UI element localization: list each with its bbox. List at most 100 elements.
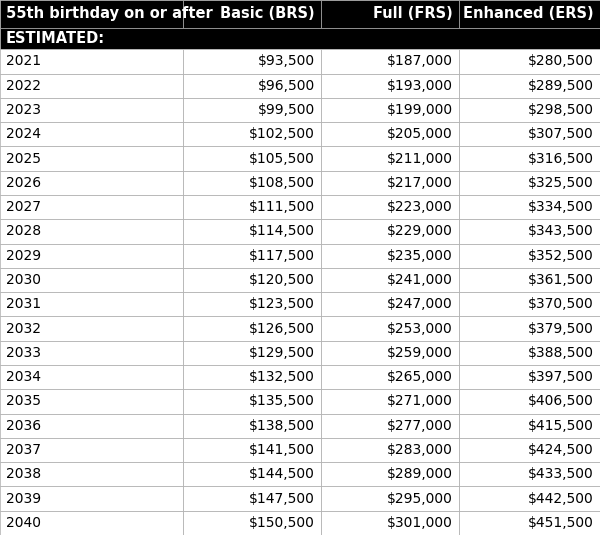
Bar (183, 219, 321, 243)
Text: $199,000: $199,000 (387, 103, 453, 117)
Text: 55th birthday on or after: 55th birthday on or after (6, 6, 213, 21)
Text: $211,000: $211,000 (387, 151, 453, 165)
Text: $259,000: $259,000 (387, 346, 453, 360)
Text: 2036: 2036 (6, 419, 41, 433)
Bar (0, 0, 183, 28)
Bar (459, 438, 600, 462)
Text: $295,000: $295,000 (387, 492, 453, 506)
Bar (0, 28, 600, 49)
Bar (459, 49, 600, 73)
Text: $120,500: $120,500 (249, 273, 315, 287)
Bar (0, 147, 183, 171)
Text: 2029: 2029 (6, 249, 41, 263)
Bar (0, 219, 183, 243)
Bar (321, 268, 459, 292)
Text: 2038: 2038 (6, 467, 41, 482)
Text: 2034: 2034 (6, 370, 41, 384)
Text: $247,000: $247,000 (387, 297, 453, 311)
Bar (459, 195, 600, 219)
Bar (0, 171, 183, 195)
Bar (459, 147, 600, 171)
Bar (459, 73, 600, 98)
Text: 2032: 2032 (6, 322, 41, 335)
Bar (459, 268, 600, 292)
Bar (321, 365, 459, 389)
Bar (183, 73, 321, 98)
Bar (321, 389, 459, 414)
Text: $352,500: $352,500 (528, 249, 594, 263)
Text: $283,000: $283,000 (387, 443, 453, 457)
Bar (183, 195, 321, 219)
Text: $271,000: $271,000 (387, 394, 453, 408)
Text: $265,000: $265,000 (387, 370, 453, 384)
Bar (459, 171, 600, 195)
Bar (459, 243, 600, 268)
Bar (0, 365, 183, 389)
Bar (0, 486, 183, 511)
Text: $144,500: $144,500 (249, 467, 315, 482)
Text: $442,500: $442,500 (528, 492, 594, 506)
Bar (459, 0, 600, 28)
Bar (183, 389, 321, 414)
Text: $205,000: $205,000 (387, 127, 453, 141)
Bar (459, 219, 600, 243)
Text: $187,000: $187,000 (387, 55, 453, 68)
Text: $406,500: $406,500 (528, 394, 594, 408)
Text: $361,500: $361,500 (528, 273, 594, 287)
Text: 2030: 2030 (6, 273, 41, 287)
Bar (459, 122, 600, 147)
Bar (183, 49, 321, 73)
Text: $126,500: $126,500 (249, 322, 315, 335)
Text: 2026: 2026 (6, 176, 41, 190)
Bar (183, 511, 321, 535)
Bar (0, 389, 183, 414)
Text: $117,500: $117,500 (249, 249, 315, 263)
Bar (321, 341, 459, 365)
Text: $123,500: $123,500 (249, 297, 315, 311)
Bar (459, 98, 600, 122)
Bar (321, 122, 459, 147)
Text: $370,500: $370,500 (528, 297, 594, 311)
Text: $138,500: $138,500 (249, 419, 315, 433)
Bar (321, 147, 459, 171)
Text: $99,500: $99,500 (258, 103, 315, 117)
Text: $316,500: $316,500 (528, 151, 594, 165)
Text: $135,500: $135,500 (249, 394, 315, 408)
Bar (183, 414, 321, 438)
Text: 2028: 2028 (6, 224, 41, 239)
Bar (459, 389, 600, 414)
Bar (0, 195, 183, 219)
Bar (321, 195, 459, 219)
Text: $343,500: $343,500 (528, 224, 594, 239)
Bar (321, 219, 459, 243)
Bar (321, 292, 459, 316)
Bar (459, 486, 600, 511)
Text: $301,000: $301,000 (387, 516, 453, 530)
Text: $132,500: $132,500 (249, 370, 315, 384)
Text: $298,500: $298,500 (528, 103, 594, 117)
Bar (321, 462, 459, 486)
Bar (183, 341, 321, 365)
Bar (0, 511, 183, 535)
Text: $193,000: $193,000 (387, 79, 453, 93)
Bar (0, 341, 183, 365)
Text: 2031: 2031 (6, 297, 41, 311)
Text: $424,500: $424,500 (528, 443, 594, 457)
Bar (321, 243, 459, 268)
Bar (459, 365, 600, 389)
Text: $235,000: $235,000 (387, 249, 453, 263)
Text: $105,500: $105,500 (249, 151, 315, 165)
Bar (321, 511, 459, 535)
Bar (183, 438, 321, 462)
Text: $102,500: $102,500 (249, 127, 315, 141)
Bar (459, 511, 600, 535)
Text: $150,500: $150,500 (249, 516, 315, 530)
Text: $307,500: $307,500 (528, 127, 594, 141)
Text: $334,500: $334,500 (528, 200, 594, 214)
Bar (183, 462, 321, 486)
Text: Enhanced (ERS): Enhanced (ERS) (463, 6, 594, 21)
Bar (459, 316, 600, 341)
Text: 2033: 2033 (6, 346, 41, 360)
Bar (321, 49, 459, 73)
Text: $108,500: $108,500 (249, 176, 315, 190)
